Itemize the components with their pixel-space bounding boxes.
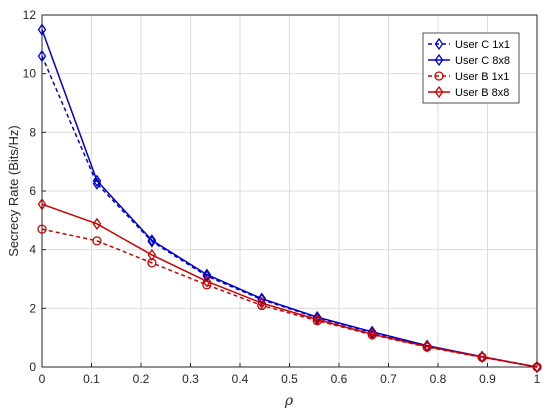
data-point-user-c-8x8: [147, 234, 157, 247]
data-point-user-b-1x1: [92, 236, 102, 246]
x-tick-label: 0.2: [133, 372, 150, 386]
data-point-user-c-1x1: [147, 235, 157, 248]
legend: User C 1x1 User C 8x8 User B 1x1 User B 8x8: [422, 32, 520, 104]
data-point-user-b-1x1: [37, 224, 47, 234]
x-tick-label: 0.5: [281, 372, 298, 386]
legend-marker-user-c-8x8: [434, 53, 444, 67]
data-point-user-c-8x8: [92, 174, 102, 187]
series-group: [37, 23, 542, 374]
data-point-user-c-1x1: [37, 49, 47, 63]
data-point-user-b-8x8: [532, 360, 542, 374]
y-axis-label: Secrecy Rate (Bits/Hz): [6, 125, 21, 256]
x-tick-label: 0.1: [83, 372, 100, 386]
data-point-user-c-8x8: [37, 23, 47, 36]
y-tick-label: 6: [29, 184, 36, 198]
y-tick-label: 0: [29, 360, 36, 374]
legend-label-user-c-8x8: User C 8x8: [455, 55, 510, 67]
y-axis-ticks: 0 2 4 6 8 10 12: [23, 8, 46, 374]
data-point-user-b-8x8: [367, 328, 377, 341]
y-tick-label: 10: [23, 67, 37, 81]
x-tick-label: 0.6: [331, 372, 348, 386]
data-point-user-b-8x8: [477, 350, 487, 364]
x-tick-label: 0.9: [479, 372, 496, 386]
x-tick-label: 0.3: [182, 372, 199, 386]
legend-label-user-b-8x8: User B 8x8: [455, 87, 509, 99]
x-tick-label: 0.4: [232, 372, 249, 386]
legend-marker-user-b-1x1: [434, 71, 444, 81]
data-point-user-b-8x8: [422, 340, 432, 353]
series-line-user-b-8x8: [41, 203, 538, 368]
legend-marker-user-b-8x8: [434, 85, 444, 99]
data-point-user-c-8x8: [367, 325, 377, 338]
data-point-user-b-8x8: [37, 198, 47, 211]
x-axis-label: ρ: [284, 393, 294, 409]
x-tick-label: 0: [39, 372, 46, 386]
x-axis-ticks: 0 0.1 0.2 0.3 0.4 0.5 0.6 0.7 0.8 0.9 1: [39, 363, 541, 386]
y-tick-label: 12: [23, 8, 37, 22]
y-tick-label: 4: [29, 243, 36, 257]
x-tick-label: 0.8: [430, 372, 447, 386]
x-tick-label: 0.7: [380, 372, 397, 386]
data-point-user-b-8x8: [147, 248, 157, 262]
x-tick-label: 1: [534, 372, 541, 386]
series-line-user-b-1x1: [41, 228, 538, 368]
data-point-user-c-8x8: [312, 310, 322, 324]
data-point-user-b-8x8: [202, 275, 212, 288]
legend-marker-user-c-1x1: [434, 37, 444, 51]
data-point-user-b-1x1: [257, 300, 267, 311]
legend-label-user-c-1x1: User C 1x1: [455, 39, 510, 51]
y-tick-label: 2: [29, 301, 36, 315]
data-point-user-b-8x8: [312, 313, 322, 326]
data-point-user-c-8x8: [202, 268, 212, 281]
legend-label-user-b-1x1: User B 1x1: [455, 71, 509, 83]
data-point-user-b-8x8: [257, 296, 267, 310]
y-tick-label: 8: [29, 125, 36, 139]
data-point-user-b-8x8: [92, 217, 102, 230]
series-user-b-8x8: [37, 198, 542, 374]
